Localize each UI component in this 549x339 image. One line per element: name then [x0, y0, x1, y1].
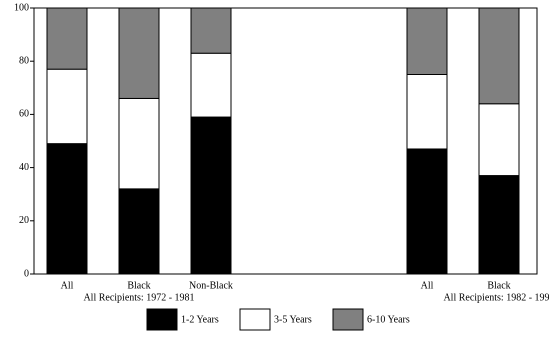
- x-tick-label: Non-Black: [189, 280, 233, 291]
- bar-segment: [46, 143, 88, 275]
- legend-swatch: [332, 308, 364, 331]
- bar-segment: [46, 68, 88, 145]
- bar-segment: [190, 116, 232, 275]
- legend-label: 6-10 Years: [367, 314, 410, 325]
- bar-segment: [478, 7, 520, 105]
- y-tick-label: 80: [19, 55, 29, 66]
- legend-label: 3-5 Years: [274, 314, 312, 325]
- y-tick-label: 20: [19, 215, 29, 226]
- legend-swatch: [239, 308, 271, 331]
- bar-segment: [406, 74, 448, 150]
- bar-segment: [118, 97, 160, 190]
- bar-segment: [118, 188, 160, 275]
- y-tick-label: 0: [24, 268, 29, 279]
- bar-segment: [478, 103, 520, 177]
- x-tick-label: All: [61, 280, 74, 291]
- bar-segment: [190, 52, 232, 118]
- y-tick-label: 40: [19, 162, 29, 173]
- group-label: All Recipients: 1972 - 1981: [83, 292, 194, 303]
- plot-frame: [33, 7, 538, 275]
- x-tick-label: Black: [127, 280, 150, 291]
- bar-segment: [118, 7, 160, 99]
- group-label: All Recipients: 1982 - 1991: [443, 292, 549, 303]
- x-tick-label: Black: [487, 280, 510, 291]
- y-tick-label: 100: [14, 2, 29, 13]
- bar-segment: [190, 7, 232, 54]
- bar-segment: [406, 148, 448, 275]
- x-tick-label: All: [421, 280, 434, 291]
- bar-segment: [46, 7, 88, 70]
- legend-swatch: [146, 308, 178, 331]
- bar-segment: [478, 175, 520, 275]
- legend-label: 1-2 Years: [181, 314, 219, 325]
- bar-segment: [406, 7, 448, 75]
- y-tick-label: 60: [19, 109, 29, 120]
